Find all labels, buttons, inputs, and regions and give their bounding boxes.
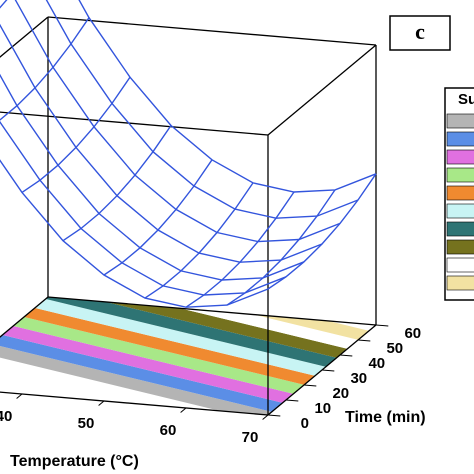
legend-swatch <box>446 257 474 273</box>
legend-swatch <box>446 113 474 129</box>
y-tick-label: 40 <box>368 355 385 372</box>
y-tick-label: 20 <box>332 385 349 402</box>
panel-label: c <box>415 19 425 44</box>
contour-band <box>0 297 340 403</box>
mesh-column <box>0 17 90 121</box>
y-tick <box>357 339 371 342</box>
legend-swatch <box>446 239 474 255</box>
contour-band <box>0 301 318 415</box>
box <box>0 16 389 420</box>
y-tick <box>285 399 299 402</box>
x-tick-label: 50 <box>78 415 95 432</box>
y-tick <box>267 414 281 417</box>
contour-band <box>0 297 376 349</box>
x-tick-label: 40 <box>0 408 12 425</box>
mesh-column <box>62 125 172 242</box>
y-tick <box>303 384 317 387</box>
legend-swatch <box>446 131 474 147</box>
y-tick-label: 0 <box>301 415 309 432</box>
floor-contours <box>0 297 376 415</box>
legend-swatch <box>446 149 474 165</box>
legend-swatch <box>446 203 474 219</box>
y-axis-label: Time (min) <box>345 409 426 426</box>
x-tick <box>262 414 269 420</box>
mesh-column <box>226 189 336 306</box>
x-tick <box>98 400 105 406</box>
legend-swatch <box>446 275 474 291</box>
box-edge <box>47 16 377 46</box>
x-tick <box>16 393 23 399</box>
y-tick-label: 30 <box>350 370 367 387</box>
legend-swatch <box>446 185 474 201</box>
y-tick-label: 60 <box>404 325 421 342</box>
mesh-row <box>78 0 377 193</box>
contour-band <box>0 297 329 412</box>
mesh-row <box>0 73 305 281</box>
contour-band <box>0 310 307 415</box>
box-edge <box>267 44 377 136</box>
x-tick-label: 70 <box>242 429 259 446</box>
x-axis-label: Temperature (°C) <box>10 453 139 470</box>
legend: Su <box>444 87 474 301</box>
contour-band <box>0 297 376 367</box>
x-tick <box>180 407 187 413</box>
contour-band <box>0 297 372 376</box>
mesh-column <box>21 76 131 193</box>
y-tick <box>339 354 353 357</box>
mesh-column <box>103 159 213 276</box>
box-edge <box>47 296 377 326</box>
y-tick-label: 10 <box>314 400 331 417</box>
mesh-column <box>185 191 295 308</box>
x-tick-label: 60 <box>160 422 177 439</box>
box-edge <box>0 296 49 338</box>
mesh-column <box>144 182 254 299</box>
legend-swatch <box>446 221 474 237</box>
legend-swatch <box>446 167 474 183</box>
mesh-column <box>267 173 377 290</box>
legend-title: Su <box>458 91 474 108</box>
box-edge <box>0 111 269 136</box>
y-tick <box>321 369 335 372</box>
y-tick-label: 50 <box>386 340 403 357</box>
y-tick <box>375 324 389 327</box>
surface <box>0 0 377 308</box>
box-edge <box>0 16 49 58</box>
panel-label-box <box>389 15 451 51</box>
contour-band <box>0 297 361 385</box>
